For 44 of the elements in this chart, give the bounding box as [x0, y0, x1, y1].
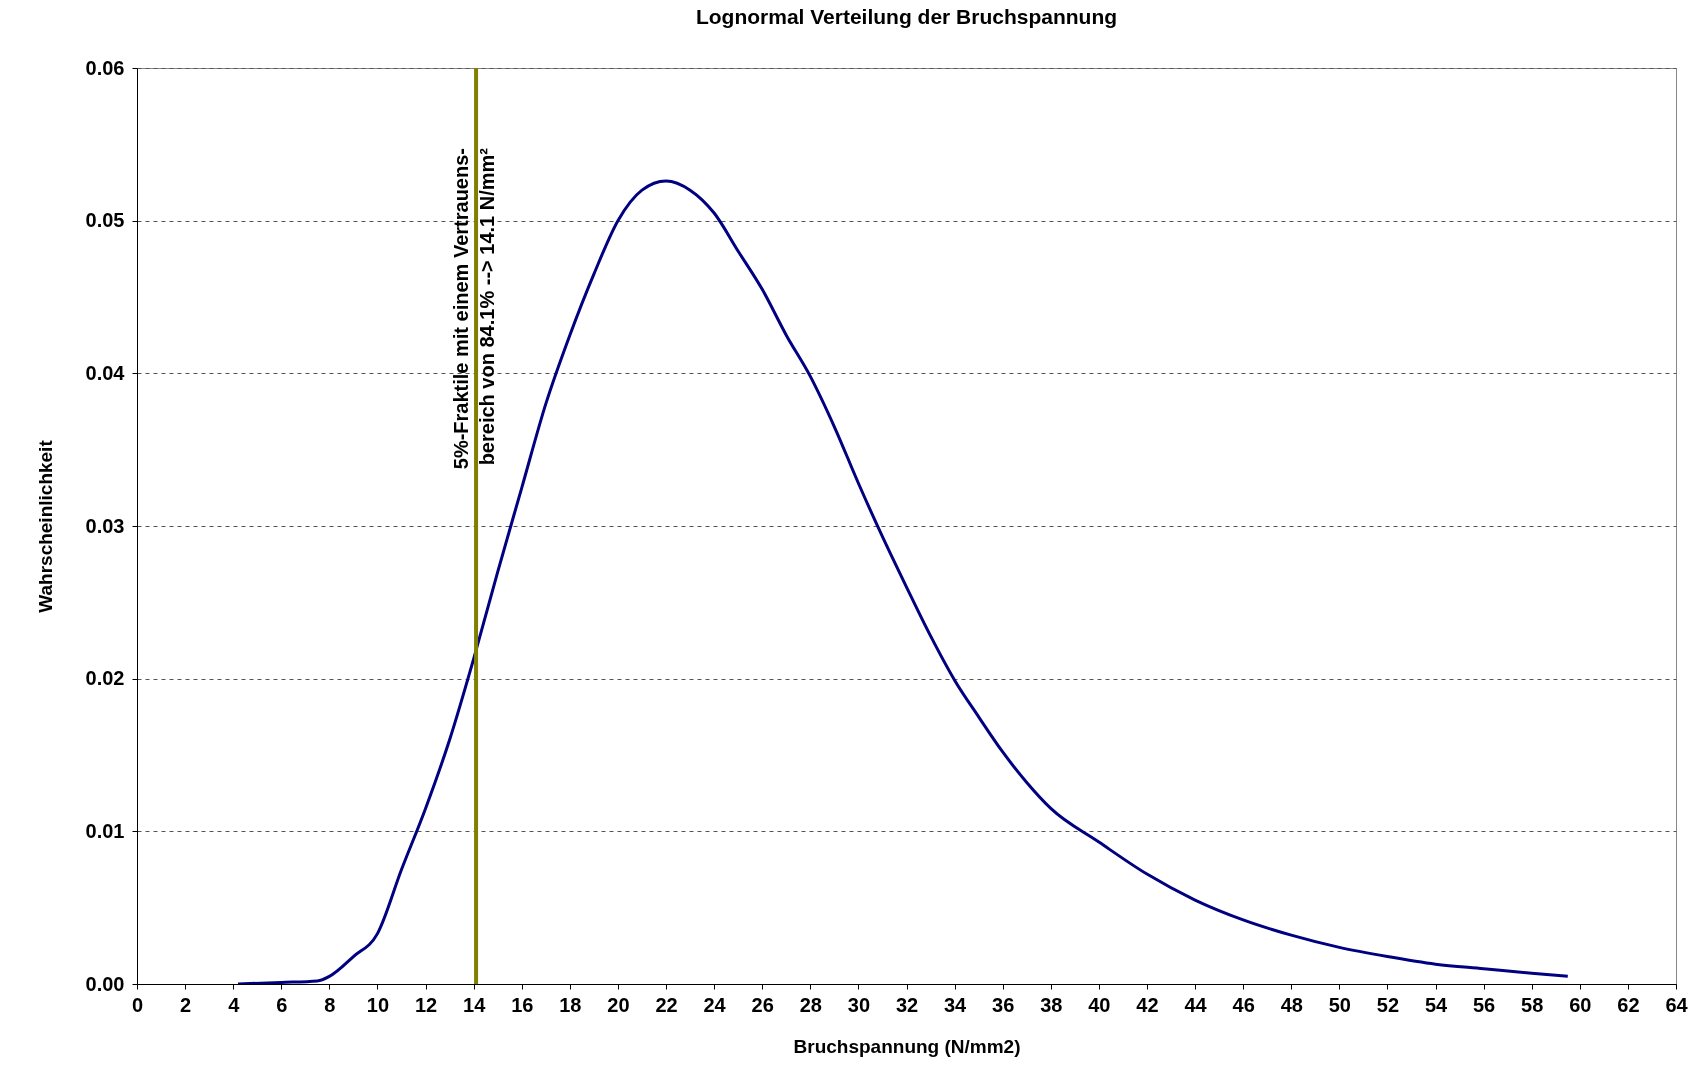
- x-tick-label: 64: [1665, 993, 1688, 1016]
- x-tick-label: 36: [992, 993, 1015, 1016]
- x-tick-label: 56: [1473, 993, 1496, 1016]
- x-tick-label: 6: [276, 993, 288, 1016]
- x-tick-label: 44: [1184, 993, 1208, 1016]
- x-tick-label: 22: [655, 993, 678, 1016]
- y-tick-label: 0.05: [85, 209, 125, 232]
- x-tick-label: 10: [366, 993, 390, 1016]
- x-tick-label: 40: [1088, 993, 1111, 1016]
- x-tick-label: 52: [1376, 993, 1400, 1016]
- x-tick-label: 50: [1328, 993, 1351, 1016]
- x-tick-label: 62: [1617, 993, 1640, 1016]
- x-tick-label: 14: [463, 993, 487, 1016]
- x-tick-label: 24: [703, 993, 727, 1016]
- x-tick-label: 8: [324, 993, 336, 1016]
- x-tick-label: 58: [1521, 993, 1544, 1016]
- y-tick-label: 0.02: [85, 667, 125, 690]
- x-tick-label: 32: [895, 993, 919, 1016]
- x-tick-label: 42: [1136, 993, 1159, 1016]
- y-tick-label: 0.00: [85, 972, 125, 995]
- x-tick-label: 4: [228, 993, 241, 1016]
- x-tick-label: 34: [943, 993, 968, 1016]
- y-axis-title: Wahrscheinlichkeit: [34, 439, 56, 613]
- x-tick-label: 54: [1424, 993, 1449, 1016]
- x-tick-label: 2: [180, 993, 192, 1016]
- y-tick-label: 0.03: [85, 514, 125, 537]
- x-tick-label: 38: [1040, 993, 1063, 1016]
- x-tick-label: 26: [751, 993, 774, 1016]
- x-tick-label: 0: [131, 993, 144, 1016]
- x-tick-label: 30: [847, 993, 871, 1016]
- x-tick-label: 18: [559, 993, 582, 1016]
- x-tick-label: 48: [1280, 993, 1303, 1016]
- ref-line-label: 5%-Fraktile mit einem Vertrauens- bereich von 84.1% --> 14.1 N/mm²: [450, 147, 499, 470]
- y-tick-label: 0.01: [85, 819, 125, 842]
- x-tick-label: 60: [1569, 993, 1592, 1016]
- x-tick-label: 20: [607, 993, 630, 1016]
- y-tick-label: 0.04: [85, 361, 126, 384]
- x-tick-label: 12: [414, 993, 438, 1016]
- chart-title: Lognormal Verteilung der Bruchspannung: [695, 5, 1118, 28]
- x-tick-label: 16: [511, 993, 534, 1016]
- y-tick-label: 0.06: [85, 56, 125, 79]
- x-tick-label: 46: [1232, 993, 1255, 1016]
- x-tick-label: 28: [799, 993, 822, 1016]
- x-axis-title: Bruchspannung (N/mm2): [793, 1035, 1021, 1057]
